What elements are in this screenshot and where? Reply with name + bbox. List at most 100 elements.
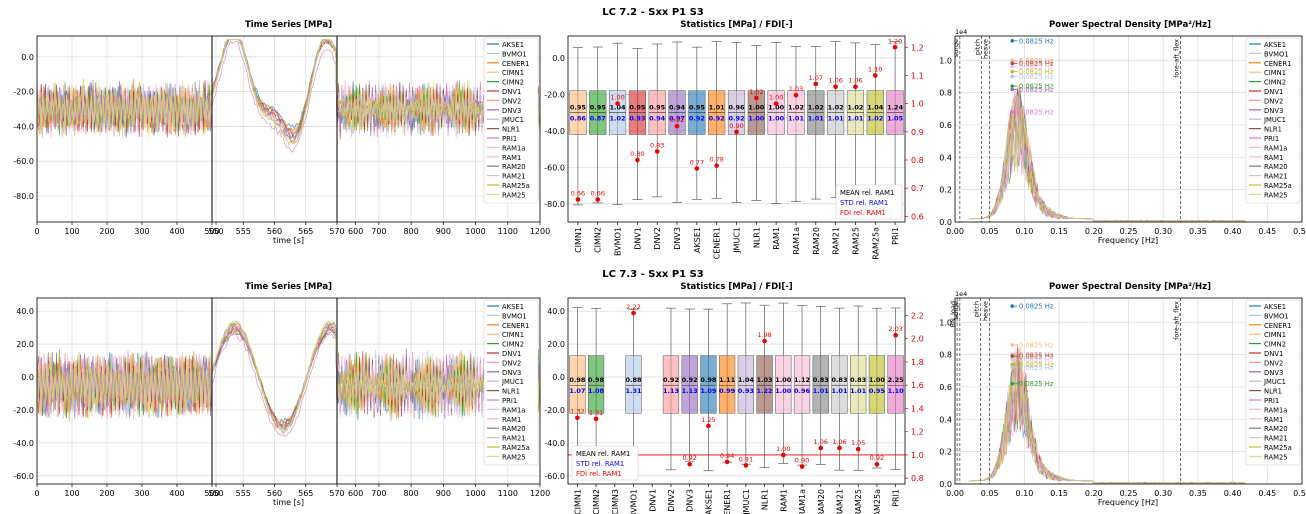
legend-label: NLR1 (1264, 388, 1282, 396)
fdi-point (724, 459, 730, 465)
marker-label: pitch (973, 301, 981, 317)
legend-label: AKSE1 (1264, 303, 1286, 311)
legend-label: BVMO1 (502, 50, 527, 58)
fdi-point (853, 84, 858, 90)
box-NLR1 (756, 355, 773, 414)
category-label: DNV3 (686, 489, 695, 512)
category-label: RAM25a (873, 489, 882, 514)
fdi-point (837, 445, 842, 451)
x-tick-label: 600 (348, 489, 363, 498)
mean-rel-label: 1.02 (788, 104, 804, 112)
category-label: RAM25a (871, 227, 880, 260)
fdi-rel-label: 0.94 (720, 452, 734, 460)
legend-label: RAM1a (1264, 406, 1287, 414)
statistics-title: Statistics [MPa] / FDI[-] (680, 20, 792, 30)
peak-label: 0.0825 Hz (1019, 68, 1054, 76)
psd-exponent: 1e4 (955, 28, 967, 36)
fdi-point (575, 197, 581, 202)
x-tick-label: 0.40 (1224, 489, 1242, 498)
time-series-title: Time Series [MPa] (245, 20, 332, 30)
std-rel-label: 1.09 (700, 387, 717, 395)
legend-label: RAM25 (502, 453, 526, 461)
legend-label: DNV1 (1264, 88, 1283, 96)
y2-tick-label: 1.2 (911, 428, 924, 437)
fdi-point (855, 446, 861, 452)
legend-label: CENER1 (502, 322, 529, 330)
x-tick-label: 0.30 (1154, 489, 1172, 498)
fdi-point (893, 332, 898, 338)
y-tick-label: -40.0 (13, 439, 34, 448)
marker-label: heave (982, 301, 990, 321)
fdi-rel-label: 1.06 (828, 77, 842, 85)
legend-label: RAM25 (1264, 453, 1288, 461)
peak-point (1010, 343, 1015, 347)
y2-tick-label: 1.6 (911, 381, 924, 390)
legend-label: DNV2 (1264, 359, 1283, 367)
fdi-rel-label: 1.00 (769, 94, 783, 102)
legend-label: PRI1 (1264, 397, 1279, 405)
x-tick-label: 0.45 (1258, 489, 1276, 498)
mean-rel-label: 0.98 (588, 376, 605, 384)
y-tick-label: 0.6 (939, 121, 952, 130)
std-rel-label: 0.93 (738, 387, 754, 395)
peak-point (1010, 362, 1015, 367)
mean-rel-label: 1.12 (794, 376, 810, 384)
legend-label: CIMN2 (1264, 341, 1286, 349)
std-rel-label: 1.07 (569, 387, 585, 395)
y-tick-label: -80.0 (13, 192, 34, 201)
y-tick-label: -20.0 (544, 90, 565, 99)
x-tick-label: 0.45 (1258, 227, 1276, 236)
legend-label: RAM1a (502, 406, 525, 414)
fdi-point (813, 81, 819, 87)
fdi-point (743, 463, 749, 468)
std-rel-label: 1.13 (682, 387, 698, 395)
legend-label: CIMN2 (502, 341, 524, 349)
fdi-point (799, 464, 805, 469)
fdi-point (615, 101, 620, 106)
fdi-rel-label: 0.77 (690, 158, 704, 166)
category-label: JMUC1 (733, 227, 742, 254)
category-label: DNV1 (648, 489, 657, 512)
x-tick-label: 1100 (498, 489, 518, 498)
fdi-rel-label: 1.05 (851, 439, 865, 447)
marker-label: fore-aft_flex (1173, 39, 1181, 78)
std-rel-label: 1.01 (847, 115, 864, 123)
x-tick-label: 200 (99, 227, 114, 236)
mean-rel-label: 1.02 (828, 104, 844, 112)
category-label: CENER1 (713, 227, 722, 259)
psd-title: Power Spectral Density [MPa²/Hz] (1049, 20, 1211, 30)
mean-rel-label: 0.94 (669, 104, 686, 112)
mean-rel-label: 1.03 (757, 376, 773, 384)
legend-label: PRI1 (1264, 135, 1279, 143)
std-rel-label: 0.86 (570, 115, 587, 123)
fdi-point (754, 95, 759, 101)
time-series-frame (36, 297, 541, 485)
legend-label: NLR1 (1264, 126, 1282, 134)
category-label: PRI1 (892, 489, 901, 507)
fdi-rel-label: 2.22 (626, 303, 640, 311)
category-label: PRI1 (891, 227, 900, 245)
y-tick-label: 0.4 (939, 153, 952, 162)
legend-label: CIMN2 (502, 79, 524, 87)
legend-label: CIMN2 (1264, 79, 1286, 87)
peak-point (1010, 110, 1015, 114)
fdi-rel-label: 1.20 (888, 37, 902, 45)
y2-tick-label: 1.0 (911, 100, 924, 109)
category-label: RAM1 (772, 227, 781, 250)
peak-label: 0.0825 Hz (1019, 361, 1054, 369)
std-rel-label: 0.87 (590, 115, 606, 123)
std-rel-label: 1.02 (610, 115, 626, 123)
peak-point (1010, 39, 1015, 43)
legend-label: RAM25a (1264, 444, 1292, 452)
std-rel-label: 1.02 (867, 115, 883, 123)
std-rel-label: 1.13 (663, 387, 679, 395)
y-tick-label: -20.0 (13, 88, 34, 97)
y-tick-label: 0.0 (21, 373, 34, 382)
box-BVMO1 (625, 355, 642, 414)
fdi-rel-label: 0.78 (709, 156, 723, 164)
y-tick-label: -60.0 (13, 157, 34, 166)
legend-label: DNV1 (502, 350, 521, 358)
mean-rel-label: 1.04 (867, 104, 884, 112)
y-tick-label: 0.0 (552, 54, 565, 63)
